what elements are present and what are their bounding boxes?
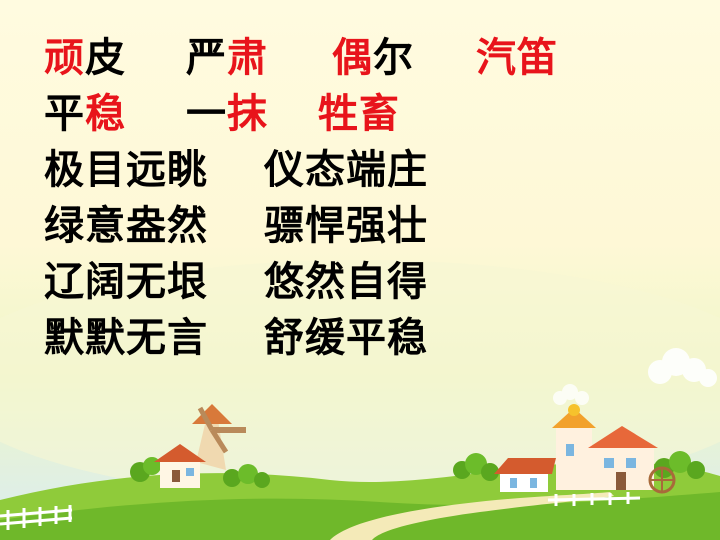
vocab-word: 顽皮 [44, 30, 126, 86]
vocab-word: 一抹 [186, 86, 268, 142]
vocab-word: 汽笛 [476, 30, 558, 86]
character: 骠悍强壮 [264, 203, 428, 249]
vocab-word: 绿意盎然 [44, 198, 208, 254]
sky-glow [0, 260, 720, 500]
vocab-word: 严肃 [186, 30, 268, 86]
vocab-word: 悠然自得 [264, 254, 428, 310]
character: 默默无言 [44, 315, 208, 361]
highlighted-character: 牲畜 [318, 91, 400, 137]
character: 平 [44, 91, 85, 137]
highlighted-character: 稳 [85, 91, 126, 137]
vocab-row: 绿意盎然 骠悍强壮 [44, 198, 704, 254]
character: 皮 [85, 35, 126, 81]
farmhouse-left-icon [154, 444, 206, 488]
vocab-word: 平稳 [44, 86, 126, 142]
highlighted-character: 汽笛 [476, 35, 558, 81]
fence-right [547, 492, 641, 506]
character: 舒缓平稳 [264, 315, 428, 361]
vocab-word: 辽阔无垠 [44, 254, 208, 310]
character: 尔 [373, 35, 414, 81]
character: 极目远眺 [44, 147, 208, 193]
highlighted-character: 顽 [44, 35, 85, 81]
cloud-small [553, 384, 589, 405]
character: 辽阔无垠 [44, 259, 208, 305]
vocab-word: 骠悍强壮 [264, 198, 428, 254]
fence-left [0, 505, 73, 530]
vocabulary-list: 顽皮 严肃 偶尔 汽笛平稳 一抹 牲畜极目远眺 仪态端庄绿意盎然 骠悍强壮辽阔无垠 悠然自得默默… [44, 30, 704, 366]
highlighted-character: 抹 [227, 91, 268, 137]
character: 仪态端庄 [264, 147, 428, 193]
character: 悠然自得 [264, 259, 428, 305]
cloud-right [648, 348, 717, 387]
tree-cluster-left [130, 457, 270, 488]
highlighted-character: 偶 [332, 35, 373, 81]
country-path [330, 492, 614, 540]
character: 绿意盎然 [44, 203, 208, 249]
vocab-row: 默默无言 舒缓平稳 [44, 310, 704, 366]
highlighted-character: 肃 [227, 35, 268, 81]
vocab-row: 辽阔无垠 悠然自得 [44, 254, 704, 310]
vocab-word: 仪态端庄 [264, 142, 428, 198]
vocab-word: 极目远眺 [44, 142, 208, 198]
tree-cluster-right [453, 451, 705, 481]
cottage-icon [494, 458, 556, 492]
vocab-row: 平稳 一抹 牲畜 [44, 86, 704, 142]
waterwheel-icon [648, 466, 676, 494]
vocab-word: 默默无言 [44, 310, 208, 366]
vocab-word: 舒缓平稳 [264, 310, 428, 366]
vocab-row: 顽皮 严肃 偶尔 汽笛 [44, 30, 704, 86]
vocab-word: 偶尔 [332, 30, 414, 86]
character: 一 [186, 91, 227, 137]
vocab-row: 极目远眺 仪态端庄 [44, 142, 704, 198]
vocab-word: 牲畜 [318, 86, 400, 142]
character: 严 [186, 35, 227, 81]
windmill-icon [192, 404, 246, 470]
castle-house-icon [552, 404, 658, 490]
